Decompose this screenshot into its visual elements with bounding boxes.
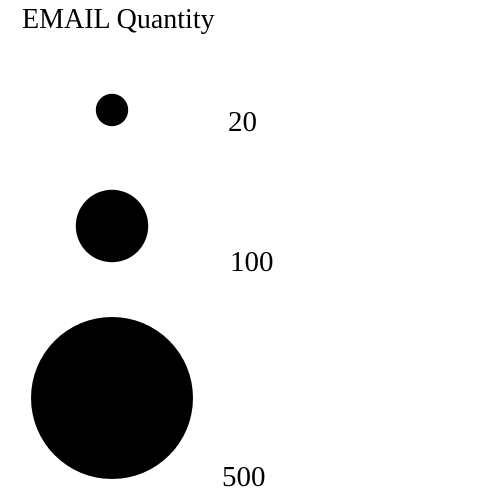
bubble-label-100: 100 <box>230 246 274 278</box>
label-group: 20 100 500 <box>222 106 274 493</box>
bubble-20 <box>95 93 129 127</box>
bubble-label-20: 20 <box>228 106 257 138</box>
bubble-100 <box>75 189 149 263</box>
bubble-group <box>31 93 193 479</box>
bubble-500 <box>31 317 193 479</box>
legend-title: EMAIL Quantity <box>22 4 215 35</box>
bubble-label-500: 500 <box>222 461 266 493</box>
